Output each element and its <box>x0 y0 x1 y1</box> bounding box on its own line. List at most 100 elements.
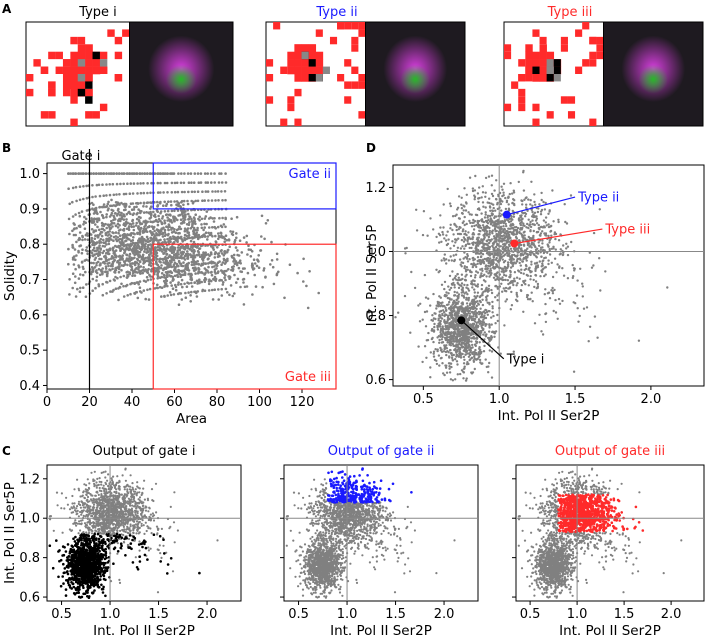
skeleton-pixel <box>309 59 316 66</box>
data-point <box>191 285 194 288</box>
data-point <box>131 282 134 285</box>
data-point <box>417 345 419 347</box>
mask-pixel <box>540 37 547 44</box>
data-point <box>510 266 512 268</box>
mask-pixel <box>511 81 518 88</box>
data-point <box>513 254 515 256</box>
data-point <box>508 235 510 237</box>
data-point <box>545 216 547 218</box>
figure: A B D C Type i Type ii Type iii 0 20 40 60 8… <box>0 0 709 642</box>
data-point <box>472 323 474 325</box>
data-point <box>491 292 493 294</box>
data-point <box>147 211 150 214</box>
data-point <box>464 238 466 240</box>
data-point <box>475 352 477 354</box>
data-point <box>453 340 455 342</box>
data-point <box>159 212 162 215</box>
data-point <box>464 354 466 356</box>
data-point <box>540 210 542 212</box>
data-point <box>193 261 196 264</box>
data-point <box>494 296 496 298</box>
data-point <box>462 262 464 264</box>
data-point <box>146 172 149 175</box>
data-point <box>113 194 116 197</box>
data-point <box>193 216 196 219</box>
data-point <box>183 182 186 185</box>
data-point <box>461 310 463 312</box>
data-point <box>102 294 105 297</box>
mask-pixel <box>596 52 603 59</box>
data-point <box>115 256 118 259</box>
data-point <box>466 266 468 268</box>
data-point <box>481 284 483 286</box>
mask-pixel <box>78 44 86 52</box>
data-point <box>552 292 554 294</box>
data-point <box>441 317 443 319</box>
data-point <box>169 291 172 294</box>
data-point <box>132 214 135 217</box>
data-point <box>417 304 419 306</box>
data-point <box>581 283 583 285</box>
data-point <box>198 219 201 222</box>
mask-pixel <box>309 67 316 75</box>
data-point <box>101 222 104 225</box>
data-point <box>197 267 200 270</box>
data-point <box>72 272 75 275</box>
data-point <box>193 233 196 236</box>
data-point <box>163 252 166 255</box>
data-point <box>176 265 179 268</box>
data-point <box>115 201 118 204</box>
green-signal <box>638 65 668 94</box>
data-point <box>491 245 493 247</box>
data-point <box>107 223 110 226</box>
data-point <box>201 218 204 221</box>
data-point <box>233 292 236 295</box>
data-point <box>467 299 469 301</box>
data-point <box>433 326 435 328</box>
data-point <box>491 184 493 186</box>
data-point <box>123 275 126 278</box>
data-point <box>464 366 466 368</box>
mask-pixel <box>70 81 78 89</box>
data-point <box>486 216 488 218</box>
data-point <box>158 239 161 242</box>
data-point <box>504 260 506 262</box>
data-point <box>455 321 457 323</box>
x-tick-label: 40 <box>124 395 141 410</box>
data-point <box>473 305 475 307</box>
data-point <box>447 188 449 190</box>
data-point <box>460 247 462 249</box>
data-point <box>127 211 130 214</box>
data-point <box>156 205 159 208</box>
data-point <box>506 219 508 221</box>
data-point <box>466 352 468 354</box>
data-point <box>551 287 553 289</box>
data-point <box>223 254 226 257</box>
data-point <box>243 236 246 239</box>
data-point <box>427 332 429 334</box>
data-point <box>558 298 560 300</box>
data-point <box>561 267 563 269</box>
data-point <box>469 177 471 179</box>
data-point <box>238 261 241 264</box>
data-point <box>449 275 451 277</box>
mask-pixel <box>26 74 33 81</box>
data-point <box>456 313 458 315</box>
data-point <box>276 274 279 277</box>
data-point <box>493 331 495 333</box>
data-point <box>225 288 228 291</box>
data-point <box>464 233 466 235</box>
data-point <box>178 303 181 306</box>
data-point <box>515 299 517 301</box>
data-point <box>453 324 455 326</box>
mask-pixel <box>344 22 351 29</box>
data-point <box>459 373 461 375</box>
data-point <box>545 273 547 275</box>
data-point <box>158 258 161 261</box>
data-point <box>123 218 126 221</box>
data-point <box>123 235 126 238</box>
data-point <box>242 278 245 281</box>
data-point <box>132 202 135 205</box>
data-point <box>552 246 554 248</box>
data-point <box>462 213 464 215</box>
